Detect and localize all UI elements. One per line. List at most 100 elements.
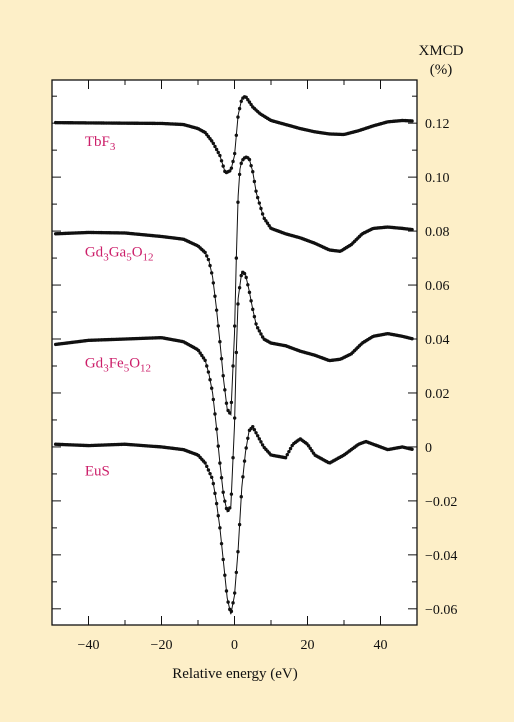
x-tick-label: 40 xyxy=(374,638,388,653)
data-point xyxy=(218,461,222,465)
data-point xyxy=(213,144,217,149)
series-label-part: Gd xyxy=(85,355,104,371)
data-point xyxy=(231,601,235,605)
data-point xyxy=(231,159,235,164)
data-point xyxy=(208,471,212,476)
data-point xyxy=(260,212,265,216)
series-label: Gd3Ga5O12 xyxy=(85,245,154,264)
series-label: EuS xyxy=(85,463,110,479)
data-point xyxy=(205,464,209,469)
data-point xyxy=(251,307,255,312)
data-point xyxy=(224,401,229,405)
series-label-part: EuS xyxy=(85,463,110,479)
data-point xyxy=(285,452,289,457)
y-tick-label: 0.04 xyxy=(425,333,450,348)
data-point xyxy=(308,446,312,450)
data-point xyxy=(244,446,248,450)
data-point xyxy=(236,115,240,119)
data-point xyxy=(236,200,240,204)
data-point xyxy=(214,501,219,506)
y-tick-label: 0.08 xyxy=(425,225,450,240)
series-label-part: 3 xyxy=(110,141,116,153)
data-point xyxy=(257,329,262,333)
data-point xyxy=(264,219,268,223)
data-point xyxy=(226,408,230,413)
series-0 xyxy=(53,95,414,175)
data-point xyxy=(206,370,211,374)
x-tick-label: −20 xyxy=(151,638,173,653)
data-point xyxy=(228,169,232,173)
data-point xyxy=(234,133,239,138)
data-point xyxy=(254,431,258,435)
data-point xyxy=(252,179,257,184)
data-point xyxy=(246,436,250,440)
data-point xyxy=(239,495,243,499)
data-point xyxy=(219,475,224,480)
data-point xyxy=(237,286,242,290)
series-label-part: 3 xyxy=(103,252,109,264)
series-label-part: 3 xyxy=(103,362,109,374)
data-point xyxy=(251,425,255,429)
data-point xyxy=(226,508,230,513)
data-point xyxy=(223,388,227,392)
data-point xyxy=(410,119,414,123)
data-point xyxy=(267,223,271,228)
data-point xyxy=(234,570,239,575)
data-point xyxy=(226,600,230,604)
data-point xyxy=(205,254,209,258)
data-point xyxy=(203,358,207,363)
data-point xyxy=(213,491,217,496)
data-point xyxy=(237,522,242,527)
data-point xyxy=(254,189,258,193)
series-label-part: 5 xyxy=(124,362,130,374)
data-point xyxy=(232,324,237,328)
data-point xyxy=(196,348,201,353)
data-point xyxy=(262,216,266,221)
data-point xyxy=(213,294,217,298)
x-axis: −40 −20 0 20 40 xyxy=(78,80,388,653)
data-point xyxy=(206,468,211,472)
data-point xyxy=(211,281,216,285)
data-point xyxy=(216,150,220,155)
data-point xyxy=(236,550,240,554)
series-label-part: 12 xyxy=(140,362,151,374)
data-point xyxy=(232,416,237,420)
data-point xyxy=(219,357,224,361)
data-point xyxy=(244,275,248,280)
data-point xyxy=(218,153,222,158)
series-label: TbF3 xyxy=(85,134,116,153)
data-point xyxy=(246,98,250,102)
data-point xyxy=(211,397,216,402)
data-point xyxy=(229,166,234,170)
series-label-part: 5 xyxy=(126,252,132,264)
data-point xyxy=(249,163,253,168)
data-point xyxy=(228,506,232,510)
data-point xyxy=(221,164,225,168)
y-tick-label: 0.12 xyxy=(425,117,450,132)
series-label-part: Ga xyxy=(109,245,127,261)
data-point xyxy=(241,475,245,479)
data-point xyxy=(203,461,207,465)
series-label: Gd3Fe5O12 xyxy=(85,355,151,374)
data-point xyxy=(237,172,242,177)
data-point xyxy=(229,400,234,405)
data-point xyxy=(249,299,253,303)
data-point xyxy=(203,250,207,255)
data-point xyxy=(410,447,414,452)
data-point xyxy=(251,170,255,174)
data-point xyxy=(232,591,237,595)
series-1 xyxy=(53,155,414,417)
data-point xyxy=(221,490,225,494)
data-point xyxy=(237,106,242,111)
data-point xyxy=(247,290,252,295)
data-point xyxy=(288,446,293,451)
y-tick-label: 0.02 xyxy=(425,387,450,402)
series-label-part: 12 xyxy=(143,252,154,264)
y-tick-label: −0.04 xyxy=(425,549,457,564)
data-point xyxy=(257,201,262,205)
data-point xyxy=(239,161,243,166)
data-point xyxy=(214,147,219,152)
data-point xyxy=(259,332,263,336)
data-point xyxy=(252,428,257,432)
